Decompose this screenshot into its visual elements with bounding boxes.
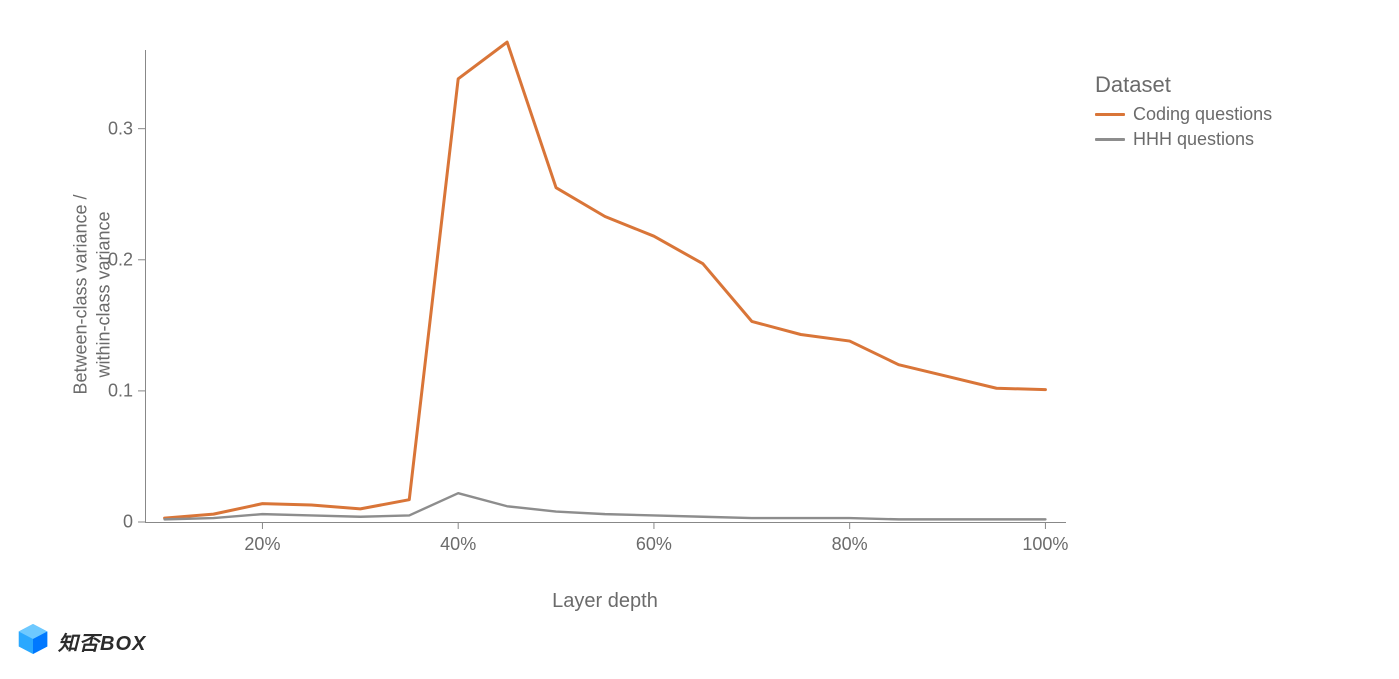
page-root: Between-class variance / within-class va…: [0, 0, 1399, 679]
watermark-cube-icon: [16, 622, 50, 661]
x-tick-label: 100%: [1022, 534, 1068, 555]
legend-item: HHH questions: [1095, 129, 1272, 150]
y-tick-label: 0: [95, 512, 133, 533]
x-tick-label: 40%: [440, 534, 476, 555]
y-tick-label: 0.1: [95, 380, 133, 401]
legend-label: Coding questions: [1133, 104, 1272, 125]
x-tick-label: 20%: [244, 534, 280, 555]
legend: Dataset Coding questions HHH questions: [1095, 72, 1272, 150]
series-line: [165, 493, 1046, 519]
x-tick-label: 80%: [832, 534, 868, 555]
legend-title: Dataset: [1095, 72, 1272, 98]
legend-swatch: [1095, 113, 1125, 116]
x-tick-label: 60%: [636, 534, 672, 555]
y-tick-label: 0.2: [95, 249, 133, 270]
watermark-text: 知否BOX: [58, 627, 146, 656]
legend-swatch: [1095, 138, 1125, 141]
legend-item: Coding questions: [1095, 104, 1272, 125]
y-tick-label: 0.3: [95, 118, 133, 139]
watermark: 知否BOX: [16, 622, 146, 661]
series-line: [165, 42, 1046, 518]
legend-label: HHH questions: [1133, 129, 1254, 150]
